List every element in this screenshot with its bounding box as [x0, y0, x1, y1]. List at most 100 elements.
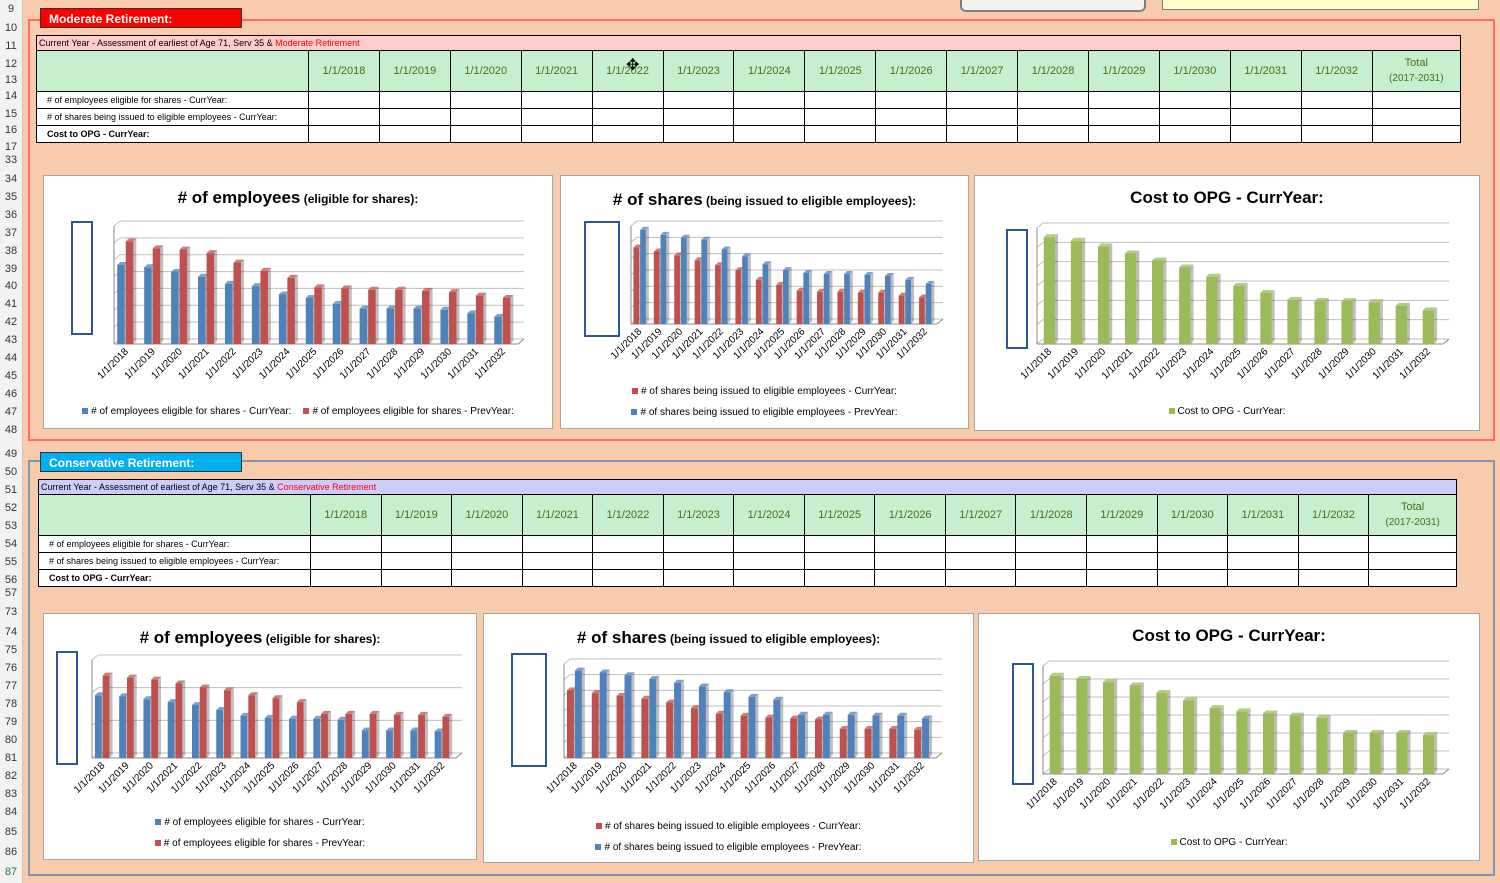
value-cell[interactable] [733, 91, 806, 109]
row-number[interactable]: 83 [4, 788, 18, 800]
row-number[interactable]: 54 [4, 538, 18, 550]
row-number[interactable]: 35 [4, 191, 18, 203]
value-cell[interactable] [380, 552, 453, 570]
row-number[interactable]: 81 [4, 752, 18, 764]
legend-item[interactable]: # of shares being issued to eligible emp… [484, 842, 973, 853]
value-cell[interactable] [946, 91, 1019, 109]
legend-item[interactable]: # of employees eligible for shares - Cur… [44, 817, 476, 828]
row-number[interactable]: 48 [4, 424, 18, 436]
row-number[interactable]: 33 [4, 154, 18, 166]
value-cell[interactable] [1368, 569, 1457, 587]
legend-item[interactable]: # of shares being issued to eligible emp… [561, 386, 968, 397]
value-cell[interactable] [662, 569, 735, 587]
value-cell[interactable] [521, 569, 594, 587]
row-number[interactable]: 53 [4, 520, 18, 532]
value-cell[interactable] [1371, 125, 1462, 143]
year-header[interactable]: 1/1/2021 [520, 50, 593, 92]
year-header[interactable]: 1/1/2028 [1017, 50, 1089, 92]
row-number[interactable]: 14 [4, 90, 18, 102]
value-cell[interactable] [1017, 125, 1089, 143]
value-cell[interactable] [310, 569, 382, 587]
value-cell[interactable] [662, 108, 735, 126]
value-cell[interactable] [1087, 108, 1160, 126]
year-header[interactable]: 1/1/2029 [1087, 50, 1160, 92]
value-cell[interactable] [1087, 125, 1160, 143]
value-cell[interactable] [1300, 125, 1373, 143]
row-number[interactable]: 55 [4, 556, 18, 568]
row-number[interactable]: 85 [4, 826, 18, 838]
legend-item[interactable]: # of shares being issued to eligible emp… [561, 407, 968, 418]
legend-item[interactable]: # of employees eligible for shares - Pre… [303, 406, 514, 417]
row-number[interactable]: 38 [4, 245, 18, 257]
year-header[interactable]: 1/1/2026 [874, 494, 946, 536]
row-number[interactable]: 78 [4, 698, 18, 710]
row-number[interactable]: 52 [4, 502, 18, 514]
value-cell[interactable] [875, 108, 948, 126]
value-cell[interactable] [804, 125, 877, 143]
value-cell[interactable] [310, 535, 382, 553]
year-header[interactable]: 1/1/2031 [1229, 50, 1302, 92]
form-button[interactable] [960, 0, 1146, 12]
value-cell[interactable] [804, 91, 877, 109]
year-header[interactable]: 1/1/2032 [1300, 50, 1373, 92]
row-number[interactable]: 47 [4, 406, 18, 418]
value-cell[interactable] [521, 535, 594, 553]
value-cell[interactable] [733, 125, 806, 143]
row-number[interactable]: 17 [4, 141, 18, 153]
value-cell[interactable] [1086, 569, 1158, 587]
value-cell[interactable] [1017, 91, 1089, 109]
value-cell[interactable] [804, 108, 877, 126]
value-cell[interactable] [378, 125, 451, 143]
value-cell[interactable] [1227, 535, 1299, 553]
value-cell[interactable] [378, 91, 451, 109]
value-cell[interactable] [1158, 125, 1231, 143]
value-cell[interactable] [1297, 535, 1370, 553]
conservative-shares-chart[interactable]: # of shares (being issued to eligible em… [483, 613, 974, 863]
value-cell[interactable] [803, 569, 876, 587]
value-cell[interactable] [1158, 91, 1231, 109]
value-cell[interactable] [1297, 569, 1370, 587]
year-header[interactable]: 1/1/2032 [1297, 494, 1370, 536]
year-header[interactable]: 1/1/2020 [451, 494, 523, 536]
row-number[interactable]: 84 [4, 806, 18, 818]
value-cell[interactable] [874, 552, 946, 570]
value-cell[interactable] [310, 552, 382, 570]
row-number[interactable]: 51 [4, 484, 18, 496]
row-number[interactable]: 80 [4, 734, 18, 746]
value-cell[interactable] [875, 125, 948, 143]
conservative-employees-chart[interactable]: # of employees (eligible for shares): 1/1… [43, 613, 477, 860]
value-cell[interactable] [1229, 125, 1302, 143]
value-cell[interactable] [874, 569, 946, 587]
value-cell[interactable] [1158, 108, 1231, 126]
value-cell[interactable] [1229, 108, 1302, 126]
value-cell[interactable] [733, 552, 805, 570]
year-header[interactable]: 1/1/2031 [1227, 494, 1299, 536]
year-header[interactable]: 1/1/2018 [308, 50, 380, 92]
value-cell[interactable] [592, 552, 664, 570]
value-cell[interactable] [1156, 569, 1229, 587]
year-header[interactable]: 1/1/2019 [380, 494, 453, 536]
year-header[interactable]: 1/1/2024 [733, 494, 805, 536]
value-cell[interactable] [451, 552, 523, 570]
value-cell[interactable] [380, 569, 453, 587]
row-number[interactable]: 44 [4, 352, 18, 364]
row-number[interactable]: 56 [4, 574, 18, 586]
year-header[interactable]: 1/1/2019 [378, 50, 451, 92]
row-label[interactable]: # of employees eligible for shares - Cur… [36, 91, 309, 109]
value-cell[interactable] [308, 125, 380, 143]
row-number[interactable]: 12 [4, 58, 18, 70]
value-cell[interactable] [1371, 108, 1462, 126]
year-header[interactable]: 1/1/2025 [804, 50, 877, 92]
row-number[interactable]: 46 [4, 388, 18, 400]
row-number[interactable]: 10 [4, 22, 18, 34]
value-cell[interactable] [449, 125, 522, 143]
year-header[interactable]: 1/1/2028 [1015, 494, 1088, 536]
moderate-cost-chart[interactable]: Cost to OPG - CurrYear: 1/1/2018 1/1/2019 1… [974, 175, 1480, 431]
value-cell[interactable] [803, 552, 876, 570]
row-number[interactable]: 40 [4, 280, 18, 292]
value-cell[interactable] [378, 108, 451, 126]
row-number[interactable]: 57 [4, 587, 18, 599]
row-number[interactable]: 41 [4, 298, 18, 310]
value-cell[interactable] [1015, 569, 1088, 587]
value-cell[interactable] [1227, 569, 1299, 587]
